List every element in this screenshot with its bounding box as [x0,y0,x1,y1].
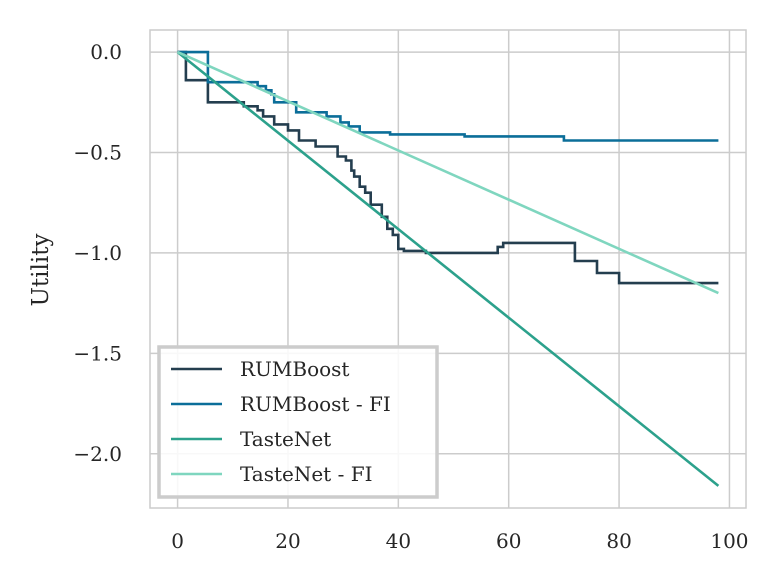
legend-label: RUMBoost [240,357,349,381]
legend-label: RUMBoost - FI [240,392,391,416]
legend-label: TasteNet [240,427,331,451]
y-tick-label: −0.5 [73,141,122,165]
x-tick-label: 80 [606,529,631,553]
x-axis: 0 20 40 60 80 100 [171,529,748,553]
y-tick-label: −1.0 [73,241,122,265]
y-axis-label: Utility [28,234,54,307]
x-tick-label: 0 [171,529,184,553]
y-axis: 0.0 −0.5 −1.0 −1.5 −2.0 [73,40,122,466]
y-tick-label: 0.0 [90,40,122,64]
series-line-3 [176,51,720,487]
x-tick-label: 20 [275,529,300,553]
x-tick-label: 60 [496,529,521,553]
series-line-4 [177,50,719,295]
legend-label: TasteNet - FI [240,462,372,486]
series-line-2 [177,50,719,142]
x-tick-label: 100 [710,529,748,553]
legend: RUMBoost RUMBoost - FI TasteNet TasteNet - … [157,345,439,499]
y-tick-label: −1.5 [73,341,122,365]
x-tick-label: 40 [386,529,411,553]
legend-box [157,345,439,499]
series-line-1 [177,50,719,285]
y-tick-label: −2.0 [73,442,122,466]
plot-frame [149,29,747,509]
series-lines [176,50,720,487]
